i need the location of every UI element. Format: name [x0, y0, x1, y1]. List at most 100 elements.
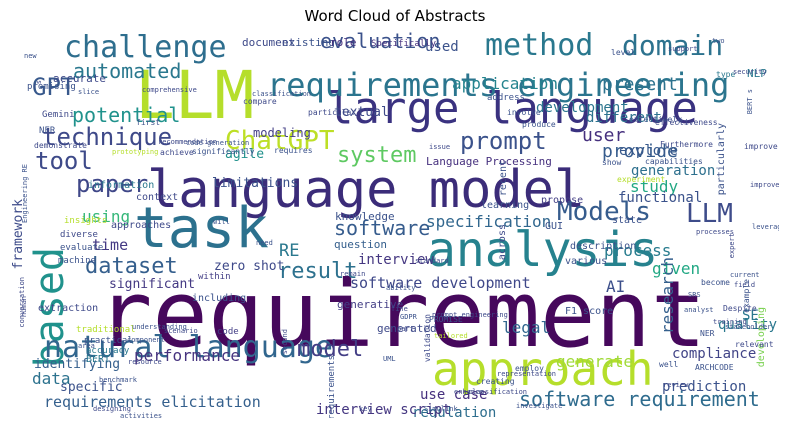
cloud-word: need — [256, 239, 273, 247]
cloud-word: extraction — [38, 303, 99, 314]
cloud-word: technique — [42, 123, 173, 151]
cloud-word: system — [337, 143, 417, 168]
cloud-word: investigate — [516, 402, 563, 410]
cloud-word: first — [136, 118, 161, 127]
cloud-word: challenge — [64, 31, 227, 65]
cloud-word: zero shot — [214, 259, 285, 274]
cloud-word: learning — [481, 200, 530, 211]
cloud-word: involve — [507, 108, 541, 117]
cloud-word: NER — [700, 329, 715, 338]
cloud-word: leveraging — [752, 223, 779, 231]
cloud-word: NLP — [747, 67, 767, 80]
cloud-word: F1 score — [565, 306, 614, 317]
cloud-word: used — [425, 39, 459, 55]
cloud-word: propose — [541, 195, 584, 206]
cloud-word: issue — [429, 143, 451, 151]
cloud-word: diverse — [60, 230, 98, 240]
cloud-word: including — [192, 293, 247, 304]
cloud-word: data — [32, 369, 71, 388]
cloud-word: benchmark — [99, 376, 137, 384]
cloud-word: development — [536, 100, 629, 116]
cloud-word: code — [217, 327, 239, 337]
cloud-word: generation — [631, 163, 716, 179]
cloud-word: software development — [350, 274, 531, 292]
cloud-word: interview — [358, 252, 434, 268]
cloud-word: BERT s — [746, 89, 754, 115]
cloud-word: requires — [274, 146, 313, 155]
cloud-word: validation — [423, 314, 432, 363]
cloud-word: code generation — [186, 139, 250, 147]
cloud-word: research — [658, 257, 677, 335]
cloud-word: application — [452, 74, 558, 93]
cloud-word: LLM — [686, 199, 733, 229]
cloud-word: conversation — [18, 277, 26, 328]
cloud-word: produce — [522, 120, 556, 129]
cloud-word: Simulink — [424, 405, 458, 413]
cloud-word: Models — [557, 197, 651, 227]
cloud-word: experiment — [617, 175, 666, 184]
cloud-word: show — [602, 158, 622, 167]
cloud-word: significantly — [192, 147, 255, 156]
cloud-word: quality — [718, 317, 778, 333]
cloud-word: relevant — [735, 340, 774, 349]
cloud-word: comprehensive — [142, 86, 197, 94]
cloud-word: explore — [619, 143, 679, 159]
cloud-word: identifying — [34, 357, 121, 372]
cloud-word: requirement — [97, 261, 707, 368]
cloud-word: generated — [377, 322, 437, 335]
cloud-word: scenario — [164, 327, 198, 335]
cloud-word: review — [663, 381, 689, 389]
cloud-word: interview script — [316, 402, 451, 418]
cloud-word: practical — [84, 336, 133, 346]
cloud-word: AI — [606, 277, 626, 296]
cloud-word: expert — [728, 233, 736, 259]
cloud-word: Engineering RE — [21, 164, 29, 224]
cloud-word: key — [359, 405, 372, 413]
cloud-word: description — [570, 241, 637, 252]
cloud-word: support — [668, 45, 698, 53]
cloud-word: accurate — [53, 72, 106, 85]
cloud-word: NL requirements — [327, 355, 337, 418]
cloud-word: Language Processing — [426, 155, 552, 168]
cloud-word: two — [712, 37, 725, 45]
cloud-word: ChatGPT — [225, 126, 335, 156]
cloud-word: context — [136, 192, 179, 203]
cloud-word: evaluate — [60, 243, 104, 253]
cloud-word: machine — [58, 256, 96, 266]
cloud-word: type — [716, 70, 736, 79]
cloud-word: GUI — [545, 221, 564, 232]
cloud-word: performance — [134, 346, 240, 365]
cloud-word: recommendation — [158, 138, 218, 146]
cloud-word: automated — [73, 59, 182, 83]
cloud-word: improve — [744, 142, 778, 151]
word-cloud: requirement language model large language L… — [12, 31, 779, 418]
cloud-word: specification — [426, 212, 552, 231]
cloud-word: result — [278, 259, 358, 284]
cloud-word: resource — [128, 358, 162, 366]
cloud-word: effectively — [629, 115, 682, 124]
cloud-word: ARCHCODE — [695, 363, 734, 372]
cloud-word: designing — [93, 405, 131, 413]
cloud-word: across — [497, 224, 508, 261]
cloud-word: information — [88, 180, 155, 191]
cloud-word: understanding — [132, 323, 187, 331]
cloud-word: given — [652, 259, 701, 278]
cloud-word: RE — [279, 241, 300, 261]
cloud-word: insights — [64, 216, 108, 226]
cloud-word: component — [127, 336, 165, 344]
cloud-word: PROMISE — [429, 315, 463, 324]
cloud-word: existing — [282, 36, 335, 49]
cloud-word: Furthermore — [660, 140, 713, 149]
cloud-word: prompt — [460, 127, 547, 155]
cloud-word: compare — [243, 97, 277, 106]
cloud-word: provide — [602, 141, 678, 162]
cloud-word: become — [701, 278, 730, 287]
cloud-word: specific — [60, 380, 123, 395]
cloud-word: capabilities — [645, 157, 703, 166]
cloud-word: standard — [415, 257, 449, 265]
cloud-word: present — [602, 74, 678, 95]
cloud-word: software — [334, 216, 431, 240]
cloud-word: software requirement — [519, 387, 760, 411]
cloud-word: potential — [72, 103, 181, 127]
cloud-word: modeling — [253, 126, 311, 140]
